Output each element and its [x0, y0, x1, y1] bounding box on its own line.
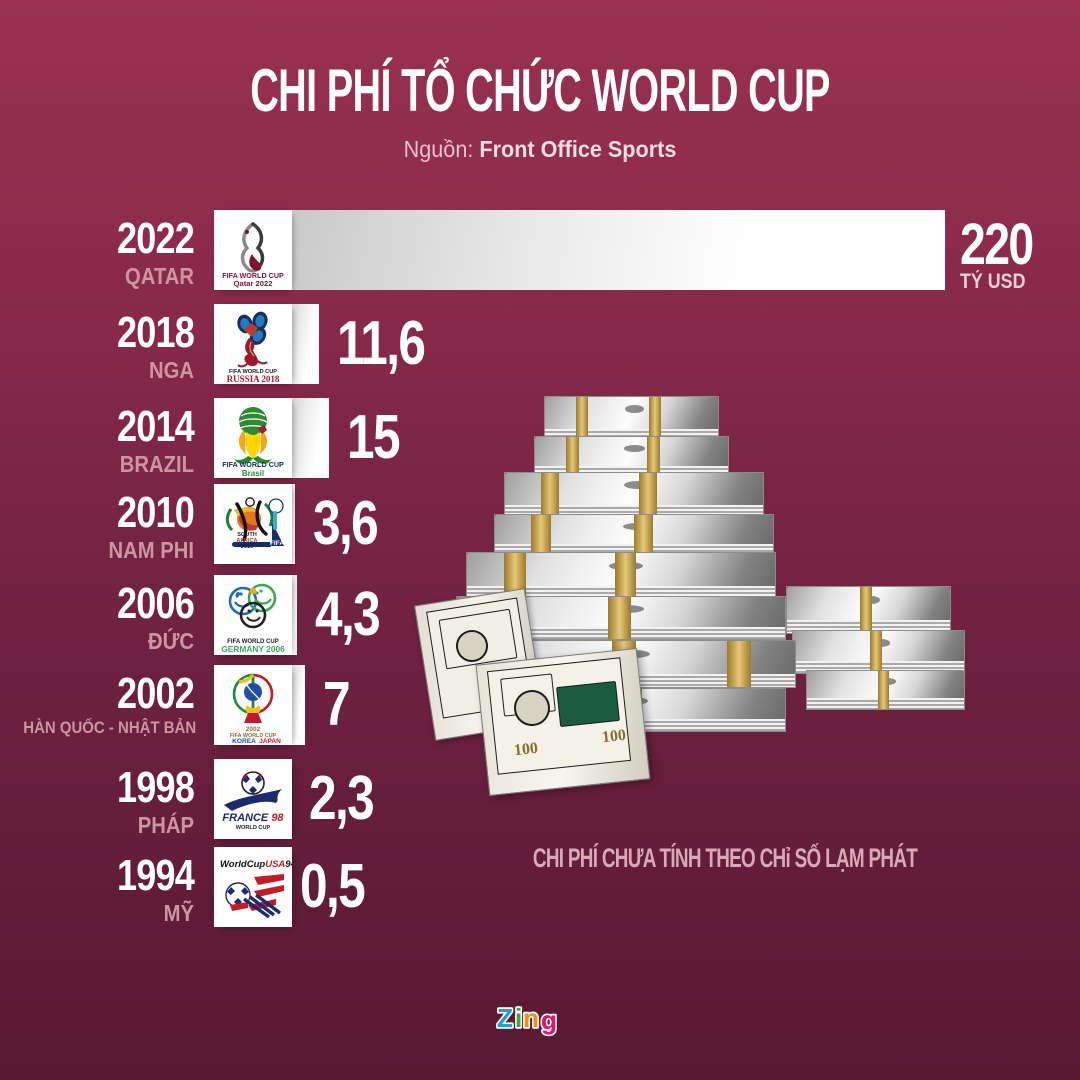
svg-text:FRANCE 98: FRANCE 98 — [222, 812, 284, 824]
svg-text:GERMANY 2006: GERMANY 2006 — [221, 644, 285, 654]
svg-text:WorldCupUSA94: WorldCupUSA94 — [220, 859, 292, 870]
svg-text:Qatar 2022: Qatar 2022 — [234, 279, 273, 288]
svg-text:FIFA: FIFA — [270, 540, 285, 547]
svg-text:KOREA: KOREA — [232, 738, 256, 745]
svg-text:n: n — [523, 1003, 539, 1033]
svg-text:Z: Z — [497, 1003, 513, 1033]
svg-text:Brasil: Brasil — [242, 469, 264, 478]
svg-text:JAPAN: JAPAN — [259, 738, 281, 745]
svg-text:WORLD CUP: WORLD CUP — [236, 825, 271, 831]
svg-text:i: i — [515, 1003, 522, 1033]
svg-text:FIFA WORLD CUP: FIFA WORLD CUP — [222, 460, 284, 469]
svg-text:2002: 2002 — [246, 726, 261, 733]
svg-text:2010: 2010 — [241, 544, 253, 550]
svg-text:g: g — [541, 1005, 557, 1035]
svg-text:RUSSIA 2018: RUSSIA 2018 — [227, 374, 280, 384]
